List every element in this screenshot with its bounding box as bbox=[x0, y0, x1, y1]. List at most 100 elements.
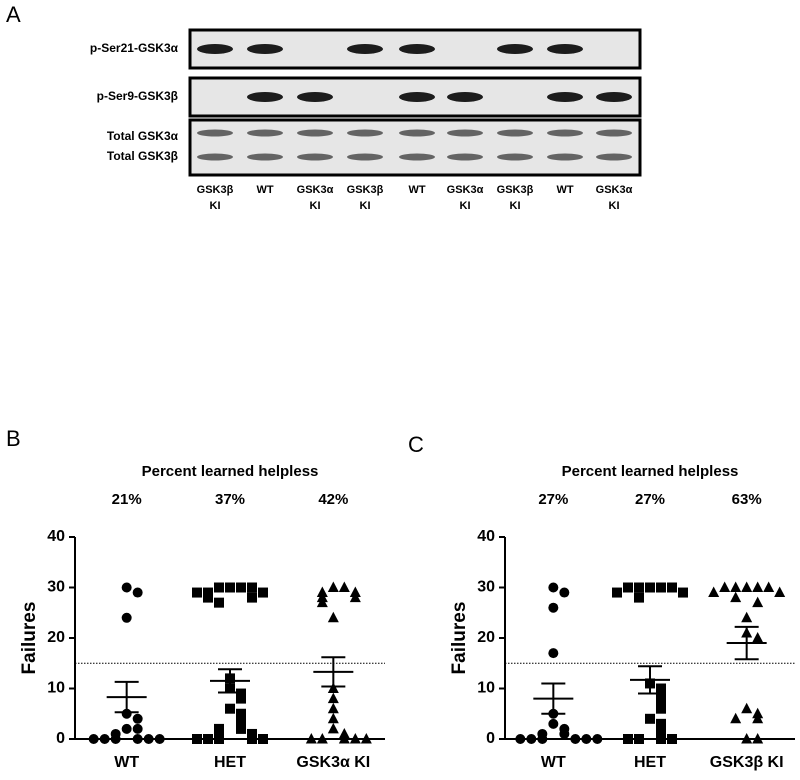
blot-band bbox=[197, 44, 233, 54]
data-point bbox=[214, 723, 224, 734]
lane-label: KI bbox=[210, 200, 221, 212]
panel-label: B bbox=[6, 426, 21, 451]
data-point bbox=[143, 734, 154, 744]
lane-label: WT bbox=[256, 184, 273, 196]
data-point bbox=[316, 596, 328, 608]
chart-title: Percent learned helpless bbox=[142, 463, 319, 480]
data-point bbox=[121, 723, 132, 734]
lane-label: WT bbox=[408, 184, 425, 196]
error-bar bbox=[734, 625, 759, 661]
data-point bbox=[236, 713, 246, 724]
data-point bbox=[214, 734, 224, 744]
data-point bbox=[316, 733, 328, 744]
lane-label: GSK3β bbox=[347, 184, 384, 196]
data-point bbox=[526, 734, 537, 744]
data-point bbox=[236, 718, 246, 729]
blot-frame bbox=[188, 118, 642, 177]
blot-band bbox=[399, 153, 435, 161]
data-point bbox=[559, 587, 570, 598]
data-point bbox=[719, 581, 731, 592]
data-point bbox=[708, 586, 720, 598]
data-point bbox=[667, 582, 677, 593]
blot-band bbox=[596, 153, 632, 161]
x-tick-label: WT bbox=[541, 754, 566, 771]
blot-band bbox=[497, 44, 533, 54]
data-point bbox=[132, 734, 143, 744]
data-point bbox=[656, 582, 666, 593]
lane-label: GSK3β bbox=[197, 184, 234, 196]
data-point bbox=[327, 712, 339, 724]
data-point bbox=[236, 693, 246, 704]
data-point bbox=[121, 612, 132, 623]
x-tick-label: WT bbox=[114, 754, 139, 771]
annotation: 42% bbox=[318, 491, 348, 508]
blot-band bbox=[247, 153, 283, 161]
data-point bbox=[327, 611, 339, 623]
data-point bbox=[247, 728, 257, 739]
y-tick-label: 30 bbox=[47, 579, 65, 596]
blot-row-label: Total GSK3β bbox=[107, 149, 178, 163]
y-tick-label: 20 bbox=[47, 629, 65, 646]
blot-band bbox=[347, 44, 383, 54]
blot-band bbox=[447, 153, 483, 161]
error-bar bbox=[321, 656, 346, 688]
blot-band bbox=[596, 129, 632, 137]
data-point bbox=[645, 713, 655, 724]
data-point bbox=[327, 702, 339, 714]
blot-band bbox=[399, 129, 435, 137]
data-point bbox=[741, 702, 753, 714]
data-point bbox=[154, 734, 165, 744]
x-tick-label: GSK3β KI bbox=[710, 754, 784, 771]
data-point bbox=[247, 592, 257, 603]
data-point bbox=[360, 733, 372, 744]
data-point bbox=[763, 581, 775, 592]
annotation: 27% bbox=[538, 491, 568, 508]
data-point bbox=[559, 728, 570, 739]
blot-band bbox=[297, 153, 333, 161]
data-point bbox=[203, 587, 213, 598]
data-point bbox=[338, 733, 350, 744]
data-point bbox=[537, 734, 548, 744]
data-point bbox=[225, 582, 235, 593]
data-point bbox=[121, 582, 132, 593]
western-blot bbox=[188, 28, 642, 177]
y-axis-label: Failures bbox=[19, 602, 40, 675]
y-axis-label: Failures bbox=[449, 602, 470, 675]
lane-label: GSK3α bbox=[596, 184, 633, 196]
data-point bbox=[236, 723, 246, 734]
data-point bbox=[612, 587, 622, 598]
data-point bbox=[752, 581, 764, 592]
y-tick-label: 10 bbox=[47, 680, 65, 697]
data-point bbox=[570, 734, 581, 744]
data-point bbox=[656, 698, 666, 709]
data-point bbox=[741, 733, 753, 744]
data-point bbox=[656, 703, 666, 714]
blot-band bbox=[197, 153, 233, 161]
blot-band bbox=[399, 92, 435, 102]
blot-band bbox=[247, 92, 283, 102]
lane-label: GSK3β bbox=[497, 184, 534, 196]
panel-label: A bbox=[6, 2, 21, 27]
data-point bbox=[645, 582, 655, 593]
lane-label: GSK3α bbox=[297, 184, 334, 196]
data-point bbox=[634, 582, 644, 593]
annotation: 27% bbox=[635, 491, 665, 508]
data-point bbox=[678, 587, 688, 598]
lane-label: WT bbox=[556, 184, 573, 196]
data-point bbox=[592, 734, 603, 744]
data-point bbox=[623, 734, 633, 744]
panel-label: C bbox=[408, 432, 424, 457]
blot-row-label: p-Ser9-GSK3β bbox=[97, 89, 178, 103]
lane-label: GSK3α bbox=[447, 184, 484, 196]
error-bar bbox=[541, 682, 566, 715]
data-point bbox=[327, 722, 339, 734]
data-point bbox=[741, 581, 753, 592]
data-point bbox=[88, 734, 99, 744]
data-point bbox=[730, 591, 742, 603]
data-point bbox=[623, 582, 633, 593]
lane-label: KI bbox=[460, 200, 471, 212]
data-point bbox=[192, 587, 202, 598]
data-point bbox=[349, 591, 361, 603]
lane-label: KI bbox=[609, 200, 620, 212]
